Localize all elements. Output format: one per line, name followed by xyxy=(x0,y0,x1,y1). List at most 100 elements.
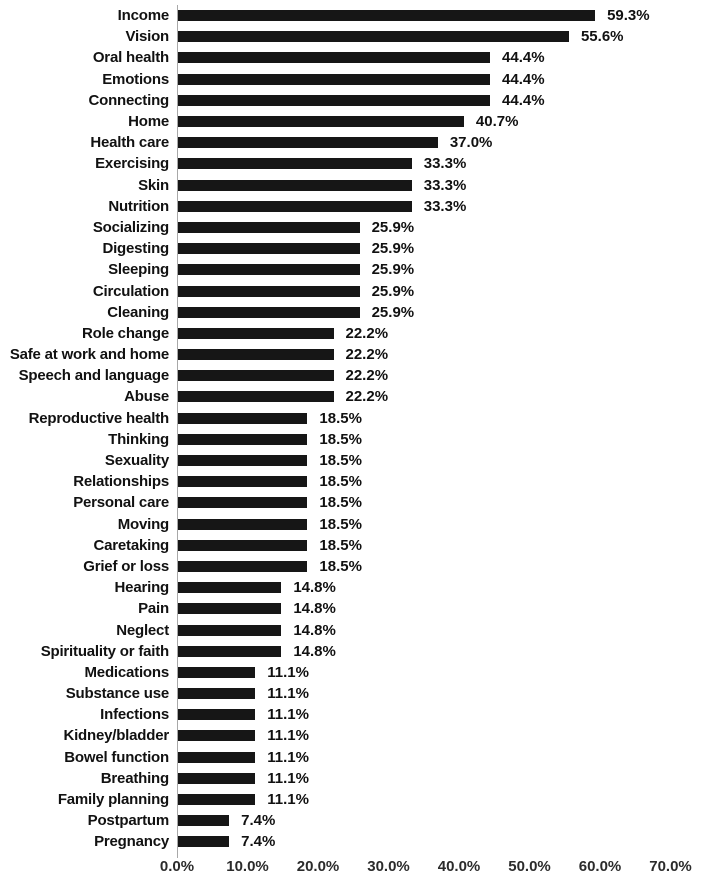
value-label: 18.5% xyxy=(319,409,362,427)
bar xyxy=(177,137,438,149)
bar-row: Infections 11.1% xyxy=(0,704,706,725)
bar-row: Cleaning 25.9% xyxy=(0,302,706,323)
x-axis-tick-label: 0.0% xyxy=(159,858,195,875)
bar xyxy=(177,412,308,424)
bar-track: 14.8% xyxy=(177,598,706,619)
bar-track: 40.7% xyxy=(177,111,706,132)
bar xyxy=(177,794,256,806)
category-label: Family planning xyxy=(57,791,169,809)
bar-row: Abuse 22.2% xyxy=(0,386,706,407)
category-label: Caretaking xyxy=(93,536,169,554)
bar xyxy=(177,179,412,191)
bar-row: Relationships 18.5% xyxy=(0,471,706,492)
bar-track: 22.2% xyxy=(177,344,706,365)
value-label: 37.0% xyxy=(449,134,493,152)
bar xyxy=(177,815,230,827)
bar-row: Skin 33.3% xyxy=(0,175,706,196)
bar-track: 44.4% xyxy=(177,69,706,90)
category-label: Speech and language xyxy=(18,367,170,385)
bar-track: 55.6% xyxy=(177,26,706,47)
bar-track: 22.2% xyxy=(177,386,706,407)
bar-track: 11.1% xyxy=(177,683,706,704)
bar xyxy=(177,264,360,276)
bar-track: 44.4% xyxy=(177,90,706,111)
bar-track: 11.1% xyxy=(177,768,706,789)
x-axis-tick-label: 10.0% xyxy=(226,858,269,875)
bar-track: 11.1% xyxy=(177,725,706,746)
category-label: Pain xyxy=(138,600,169,618)
category-label: Digesting xyxy=(102,240,169,258)
category-label: Skin xyxy=(138,176,169,194)
bar-track: 18.5% xyxy=(177,535,706,556)
bar-row: Breathing 11.1% xyxy=(0,768,706,789)
bar xyxy=(177,73,491,85)
category-label: Hearing xyxy=(114,579,170,597)
bar xyxy=(177,10,596,22)
bar-row: Bowel function 11.1% xyxy=(0,747,706,768)
category-label: Nutrition xyxy=(108,197,169,215)
bar-track: 14.8% xyxy=(177,577,706,598)
bar-track: 25.9% xyxy=(177,280,706,301)
bar-track: 18.5% xyxy=(177,429,706,450)
bar-row: Pain 14.8% xyxy=(0,598,706,619)
bar-row: Moving 18.5% xyxy=(0,514,706,535)
bar xyxy=(177,688,256,700)
bar-track: 18.5% xyxy=(177,450,706,471)
category-label: Emotions xyxy=(102,70,169,88)
bar xyxy=(177,476,308,488)
category-label: Socializing xyxy=(92,218,169,236)
value-label: 59.3% xyxy=(607,7,650,25)
bar-row: Speech and language 22.2% xyxy=(0,365,706,386)
bar-track: 18.5% xyxy=(177,556,706,577)
category-label: Sleeping xyxy=(108,261,169,279)
bar-row: Safe at work and home 22.2% xyxy=(0,344,706,365)
bar-row: Sexuality 18.5% xyxy=(0,450,706,471)
value-label: 25.9% xyxy=(371,261,415,279)
value-label: 40.7% xyxy=(475,113,519,131)
value-label: 18.5% xyxy=(319,430,362,448)
bar-track: 22.2% xyxy=(177,323,706,344)
value-label: 18.5% xyxy=(319,473,362,491)
bar-track: 18.5% xyxy=(177,492,706,513)
bar xyxy=(177,518,308,530)
value-label: 25.9% xyxy=(371,218,415,236)
value-label: 11.1% xyxy=(267,685,309,703)
bar-row: Personal care 18.5% xyxy=(0,492,706,513)
bar-row: Caretaking 18.5% xyxy=(0,535,706,556)
category-label: Medications xyxy=(84,663,170,681)
bar-row: Oral health 44.4% xyxy=(0,47,706,68)
category-label: Sexuality xyxy=(104,452,169,470)
bar xyxy=(177,116,464,128)
category-label: Exercising xyxy=(95,155,169,173)
value-label: 11.1% xyxy=(267,748,309,766)
bar-track: 22.2% xyxy=(177,365,706,386)
bar-row: Vision 55.6% xyxy=(0,26,706,47)
bar-track: 33.3% xyxy=(177,196,706,217)
category-label: Moving xyxy=(117,515,169,533)
value-label: 18.5% xyxy=(319,536,362,554)
value-label: 11.1% xyxy=(267,727,309,745)
category-label: Home xyxy=(128,113,169,131)
x-axis-tick-label: 50.0% xyxy=(508,858,551,875)
bar xyxy=(177,624,282,636)
bar-row: Neglect 14.8% xyxy=(0,619,706,640)
bar xyxy=(177,730,256,742)
bar xyxy=(177,158,412,170)
category-label: Pregnancy xyxy=(94,833,169,851)
category-label: Income xyxy=(117,7,170,25)
bar-row: Postpartum 7.4% xyxy=(0,810,706,831)
x-axis: 0.0% 10.0% 20.0% 30.0% 40.0% 50.0% 60.0% 70.0% xyxy=(0,858,706,882)
bar-track: 25.9% xyxy=(177,217,706,238)
bar-row: Pregnancy 7.4% xyxy=(0,831,706,852)
value-label: 18.5% xyxy=(319,494,362,512)
value-label: 14.8% xyxy=(293,579,336,597)
bar-track: 11.1% xyxy=(177,747,706,768)
bar xyxy=(177,306,360,318)
category-label: Neglect xyxy=(116,621,169,639)
category-label: Breathing xyxy=(100,769,169,787)
value-label: 18.5% xyxy=(319,557,362,575)
category-label: Substance use xyxy=(65,685,169,703)
bar-row: Exercising 33.3% xyxy=(0,153,706,174)
value-label: 25.9% xyxy=(371,282,415,300)
